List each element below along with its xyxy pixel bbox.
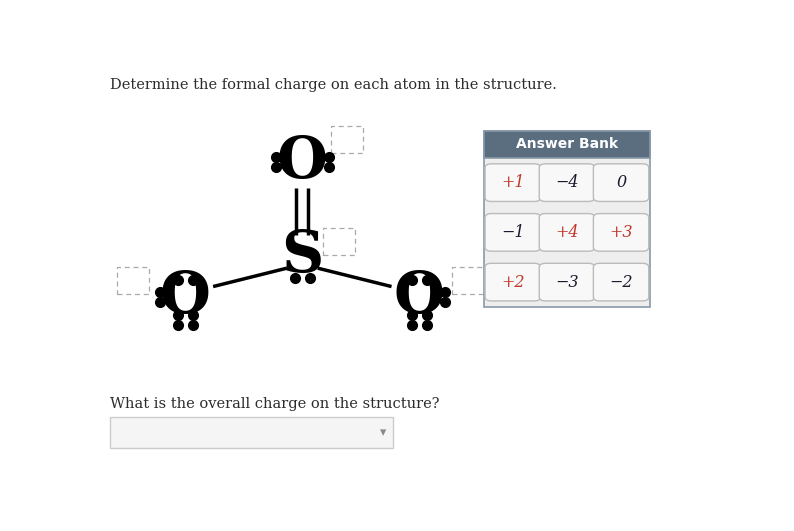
- FancyBboxPatch shape: [539, 164, 595, 201]
- FancyBboxPatch shape: [485, 164, 541, 201]
- FancyBboxPatch shape: [539, 263, 595, 301]
- FancyBboxPatch shape: [484, 131, 650, 307]
- Text: +3: +3: [609, 224, 633, 241]
- Text: −2: −2: [609, 273, 633, 290]
- Text: ▾: ▾: [380, 426, 387, 439]
- Text: O: O: [277, 134, 328, 190]
- Text: O: O: [160, 269, 211, 325]
- Text: −3: −3: [555, 273, 579, 290]
- FancyBboxPatch shape: [110, 417, 393, 448]
- Text: 0: 0: [616, 174, 626, 191]
- Text: +2: +2: [501, 273, 525, 290]
- FancyBboxPatch shape: [485, 263, 541, 301]
- FancyBboxPatch shape: [485, 213, 541, 251]
- Text: O: O: [394, 269, 445, 325]
- Text: Determine the formal charge on each atom in the structure.: Determine the formal charge on each atom…: [110, 78, 557, 92]
- Text: +1: +1: [501, 174, 525, 191]
- Text: −4: −4: [555, 174, 579, 191]
- FancyBboxPatch shape: [593, 164, 649, 201]
- Text: Answer Bank: Answer Bank: [516, 138, 618, 151]
- FancyBboxPatch shape: [593, 213, 649, 251]
- FancyBboxPatch shape: [484, 131, 650, 158]
- FancyBboxPatch shape: [593, 263, 649, 301]
- Text: +4: +4: [555, 224, 579, 241]
- Text: What is the overall charge on the structure?: What is the overall charge on the struct…: [110, 397, 440, 411]
- Text: −1: −1: [501, 224, 525, 241]
- FancyBboxPatch shape: [539, 213, 595, 251]
- Text: S: S: [281, 228, 323, 284]
